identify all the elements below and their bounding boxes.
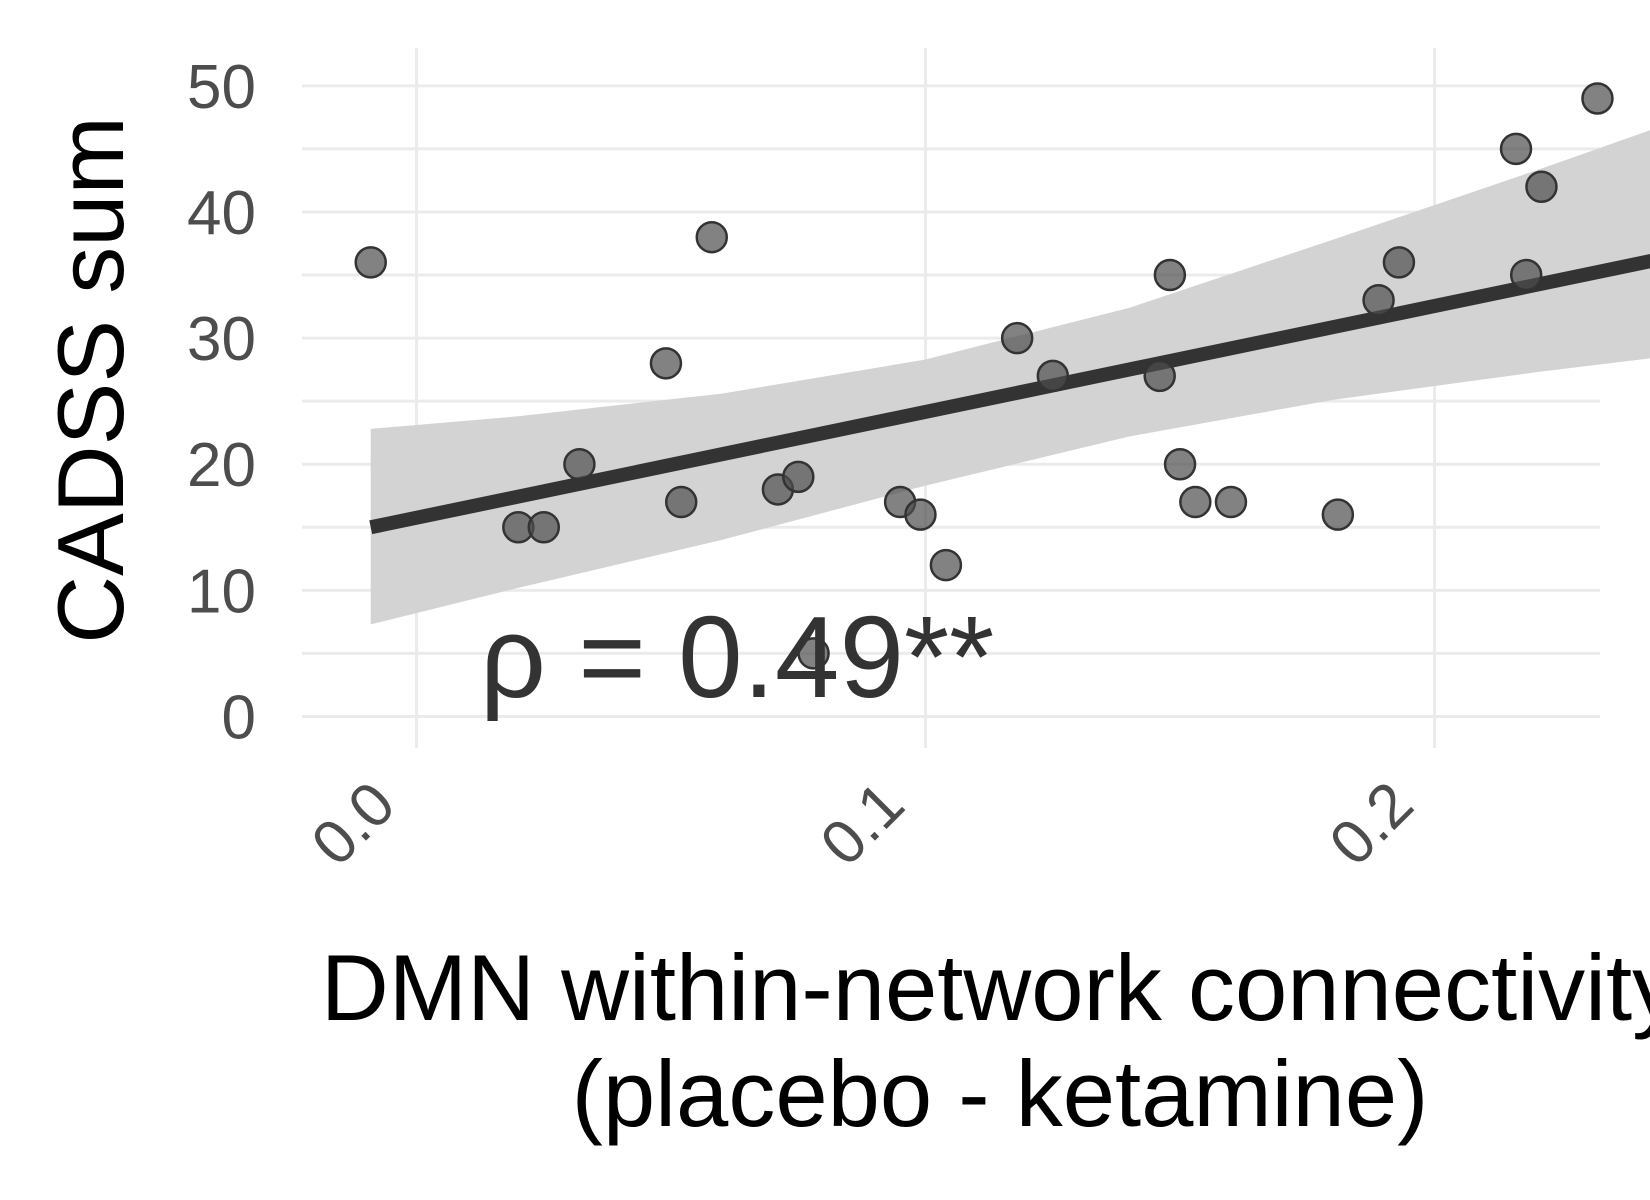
data-point [1499,132,1533,166]
x-axis-ticks: 0.0 0.1 0.2 [299,769,1427,879]
data-point [1036,359,1070,393]
data-point [1382,246,1416,279]
data-point [354,246,387,279]
data-point [929,548,963,582]
data-point [1153,258,1187,292]
data-point [797,637,830,670]
data-point [1143,359,1176,393]
y-tick-label: 10 [187,557,256,626]
data-point [1509,258,1543,292]
y-tick-label: 40 [187,179,256,248]
correlation-annotation: ρ = 0.49** [480,592,994,722]
x-tick-label: 0.1 [808,769,918,879]
confidence-band-group [370,130,1650,625]
data-point [649,347,683,380]
data-point [782,460,815,494]
data-point [1179,485,1212,519]
data-point [1525,170,1558,203]
y-tick-label: 50 [187,53,256,122]
data-point [1581,82,1614,115]
y-tick-label: 0 [222,683,256,752]
data-point [1163,447,1197,481]
y-axis-ticks: 0 10 20 30 40 50 [187,53,256,753]
data-point [695,220,729,254]
x-tick-label: 0.0 [299,769,409,879]
y-tick-label: 30 [187,305,256,374]
data-point [563,447,596,481]
y-axis-title: CADSS sum [38,116,143,644]
y-tick-label: 20 [187,431,256,500]
confidence-band [370,130,1650,625]
data-point [1214,485,1248,519]
x-tick-label: 0.2 [1317,769,1427,879]
data-point [664,485,698,519]
x-axis-title-line2: (placebo - ketamine) [572,1041,1429,1146]
data-point [1321,498,1355,531]
x-axis-title-line1: DMN within-network connectivity [321,935,1650,1040]
data-points [354,82,1614,670]
data-point [1362,284,1395,317]
data-point [527,511,561,544]
data-point [904,498,937,531]
data-point [1000,321,1034,355]
